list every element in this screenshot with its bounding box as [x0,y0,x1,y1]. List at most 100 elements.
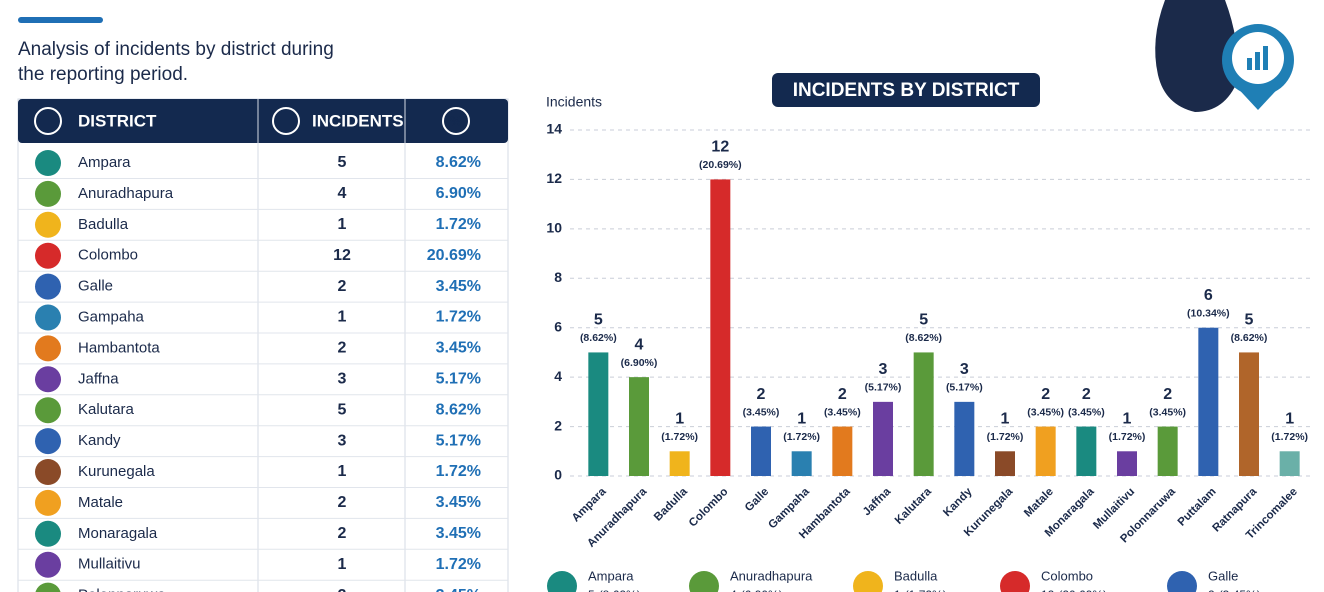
district-name: Monaragala [78,525,158,542]
percentage-label: (20.69%) [699,159,742,171]
percentage-label: (1.72%) [661,431,698,443]
value-label: 5 [1245,312,1254,329]
percentage: 1.72% [436,463,481,480]
district-icon [35,242,61,269]
bar [629,377,649,476]
value-label: 2 [1082,386,1091,403]
percentage: 1.72% [436,309,481,326]
incident-count: 2 [338,525,347,542]
value-label: 6 [1204,287,1213,304]
percentage-label: (5.17%) [865,382,902,394]
district-icon [35,489,61,516]
incident-count: 2 [338,340,347,357]
bar [710,179,731,476]
legend-value: 12(20.69%) [1041,588,1107,592]
incident-count: 1 [338,556,347,573]
district-name: Matale [78,494,123,511]
district-name: Colombo [78,247,138,264]
percentage: 5.17% [436,371,481,388]
legend-value: 12 [1041,588,1055,592]
x-tick-label: Puttalam [1176,486,1219,529]
district-name: Gampaha [78,308,145,325]
value-label: 1 [675,411,684,428]
incident-count: 1 [338,463,347,480]
table-header-cell: DISTRICT [78,111,157,130]
pin-icon [1263,46,1268,70]
x-tick-label: Kandy [941,485,975,519]
district-name: Kalutara [78,401,135,418]
legend-percentage: (20.69%) [1058,588,1107,592]
pin-icon [1232,82,1284,110]
table-header-cell: % [450,113,462,128]
bar [1076,426,1097,476]
header-icon [34,107,62,135]
y-tick-label: 14 [546,121,562,137]
legend-label: Ampara [588,568,634,583]
incident-count: 3 [338,432,347,449]
y-axis-label: Incidents [546,94,602,110]
bar [1157,426,1178,476]
legend-icon [853,571,883,592]
district-name: Kurunegala [78,463,155,480]
bar [995,451,1015,476]
y-tick-label: 8 [554,269,562,285]
bar [1198,327,1219,476]
bar [669,451,690,476]
incident-count: 1 [338,216,347,233]
percentage-label: (3.45%) [743,406,780,418]
incident-count: 2 [338,494,347,511]
incident-count: 4 [338,185,347,202]
value-label: 5 [594,312,603,329]
percentage-label: (1.72%) [1271,431,1308,443]
x-tick-label: Matale [1022,486,1056,520]
legend-label: Anuradhapura [730,568,813,583]
percentage: 3.45% [436,525,481,542]
value-label: 1 [1001,411,1010,428]
legend-icon [1000,571,1030,592]
bar [1035,426,1056,476]
x-tick-label: Badulla [652,485,690,523]
value-label: 1 [1123,411,1132,428]
legend-value: 4 (6.90%) [730,588,783,592]
percentage-label: (5.17%) [946,382,983,394]
percentage: 3.45% [436,587,481,592]
incident-count: 5 [338,154,347,171]
district-name: Badulla [78,216,129,233]
subtitle: Analysis of incidents by district during [18,39,334,60]
bar [751,426,771,476]
percentage: 3.45% [436,494,481,511]
percentage-label: (8.62%) [580,332,617,344]
bar [588,352,609,476]
percentage: 8.62% [436,401,481,418]
percentage: 5.17% [436,432,481,449]
y-tick-label: 2 [554,417,562,433]
table-header [18,99,508,143]
value-label: 12 [711,139,729,156]
x-tick-label: Kalutara [893,485,934,526]
pin-icon [1255,52,1260,70]
bar [913,352,934,476]
district-name: Ampara [78,154,131,171]
district-name: Galle [78,278,113,295]
x-tick-label: Galle [743,486,771,514]
chart-title-box [772,73,1040,107]
legend-value: 4 [730,588,737,592]
percentage: 1.72% [436,216,481,233]
legend-value: 5 [588,588,595,592]
value-label: 5 [919,312,928,329]
legend-icon [1167,571,1197,592]
district-icon [35,211,61,238]
legend-value: 2 (3.45%) [1208,588,1261,592]
y-tick-label: 4 [554,368,562,384]
district-icon [35,180,61,207]
pin-icon [1247,58,1252,70]
bar [1279,451,1300,476]
percentage: 3.45% [436,340,481,357]
chart-title: INCIDENTS BY DISTRICT [793,80,1020,101]
district-name: Kandy [78,432,121,449]
legend-value: 1 [894,588,901,592]
legend-label: Galle [1208,568,1238,583]
incident-count: 1 [338,309,347,326]
y-tick-label: 12 [546,170,562,186]
